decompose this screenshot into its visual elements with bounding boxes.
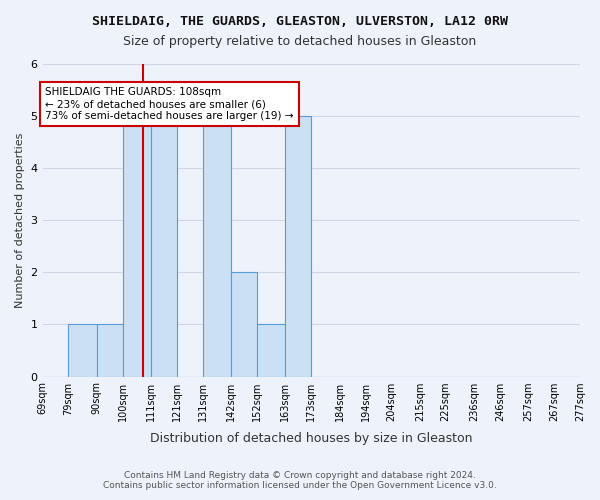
Bar (122, 116, 151, 376)
Text: SHIELDAIG, THE GUARDS, GLEASTON, ULVERSTON, LA12 0RW: SHIELDAIG, THE GUARDS, GLEASTON, ULVERST… (92, 15, 508, 28)
Bar (286, 116, 311, 376)
Text: SHIELDAIG THE GUARDS: 108sqm
← 23% of detached houses are smaller (6)
73% of sem: SHIELDAIG THE GUARDS: 108sqm ← 23% of de… (45, 88, 293, 120)
Bar (68, 324, 97, 376)
X-axis label: Distribution of detached houses by size in Gleaston: Distribution of detached houses by size … (150, 432, 473, 445)
Text: Size of property relative to detached houses in Gleaston: Size of property relative to detached ho… (124, 35, 476, 48)
Bar (97, 324, 122, 376)
Text: Contains HM Land Registry data © Crown copyright and database right 2024.
Contai: Contains HM Land Registry data © Crown c… (103, 470, 497, 490)
Bar (203, 116, 231, 376)
Y-axis label: Number of detached properties: Number of detached properties (15, 132, 25, 308)
Bar (231, 272, 257, 376)
Bar (257, 324, 286, 376)
Bar (151, 116, 177, 376)
